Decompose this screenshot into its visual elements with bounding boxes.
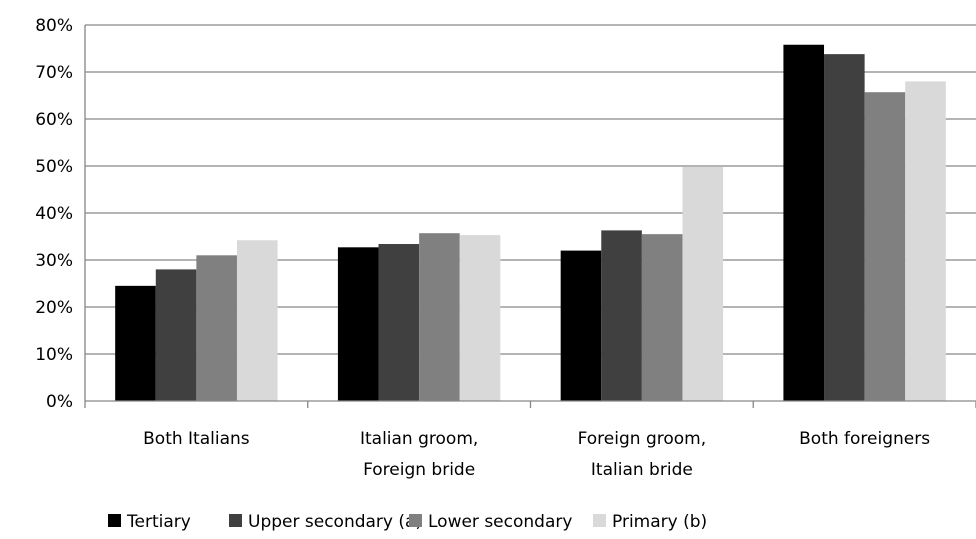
bar — [419, 233, 460, 401]
x-tick-label: Foreign groom, Italian bride — [578, 429, 707, 480]
legend-label: Lower secondary — [428, 512, 572, 532]
bar — [196, 255, 237, 401]
y-tick-label: 10% — [35, 345, 73, 365]
bar — [783, 44, 825, 402]
bar — [641, 234, 683, 401]
bar — [864, 92, 906, 402]
bar — [378, 244, 420, 401]
legend-swatch — [229, 514, 242, 527]
bar — [824, 54, 865, 401]
bar — [459, 235, 501, 401]
bar — [155, 269, 197, 401]
legend-label: Upper secondary (a) — [248, 512, 422, 532]
legend-swatch — [593, 514, 606, 527]
y-tick-label: 70% — [35, 63, 73, 83]
y-tick-label: 80% — [35, 16, 73, 36]
legend-label: Tertiary — [126, 512, 191, 532]
x-tick-label: Both foreigners — [799, 429, 930, 449]
axes: 0% 10% 20% 30% 40% 50% 60% 70% 80% Both Italians I… — [35, 16, 976, 480]
legend-label: Primary (b) — [612, 512, 707, 532]
bar — [905, 81, 946, 402]
legend-swatch — [108, 514, 121, 527]
x-tick-label: Italian groom, Foreign bride — [360, 429, 478, 480]
legend-swatch — [409, 514, 422, 527]
y-tick-label: 40% — [35, 204, 73, 224]
x-tick-label: Both Italians — [143, 429, 250, 449]
y-tick-label: 60% — [35, 110, 73, 130]
bar — [682, 166, 724, 401]
y-tick-label: 20% — [35, 298, 73, 318]
bar — [236, 240, 278, 401]
y-tick-label: 50% — [35, 157, 73, 177]
bar — [560, 250, 602, 401]
y-tick-label: 0% — [46, 392, 73, 412]
legend: Tertiary Upper secondary (a) Lower seconda… — [108, 512, 707, 532]
bar — [337, 247, 379, 401]
bar — [115, 285, 156, 401]
bar — [601, 230, 642, 401]
y-tick-label: 30% — [35, 251, 73, 271]
bars — [115, 44, 946, 402]
